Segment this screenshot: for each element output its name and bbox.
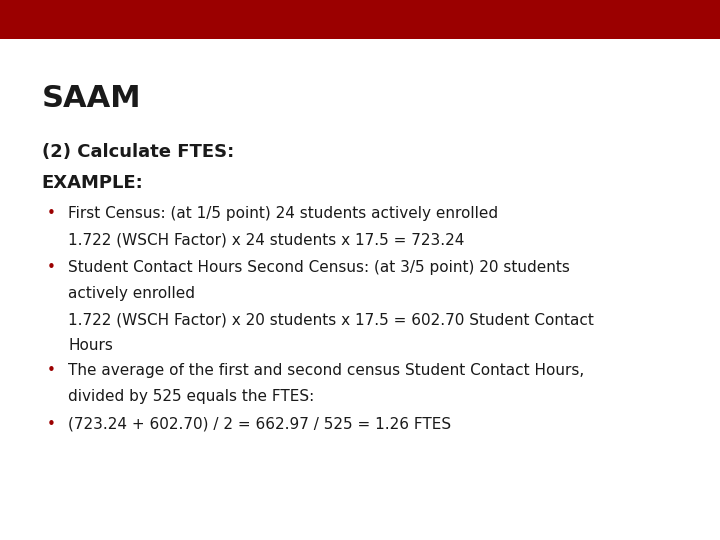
Text: •: •: [47, 417, 55, 432]
Text: SAAM: SAAM: [42, 84, 141, 113]
Bar: [0, 0, 720, 39]
Text: EXAMPLE:: EXAMPLE:: [42, 174, 143, 192]
Text: Student Contact Hours Second Census: (at 3/5 point) 20 students: Student Contact Hours Second Census: (at…: [68, 260, 570, 275]
Text: The average of the first and second census Student Contact Hours,: The average of the first and second cens…: [68, 363, 585, 378]
Text: 1.722 (WSCH Factor) x 24 students x 17.5 = 723.24: 1.722 (WSCH Factor) x 24 students x 17.5…: [68, 232, 465, 247]
Text: (2) Calculate FTES:: (2) Calculate FTES:: [42, 143, 234, 161]
Text: Hours: Hours: [68, 338, 113, 353]
Text: First Census: (at 1/5 point) 24 students actively enrolled: First Census: (at 1/5 point) 24 students…: [68, 206, 498, 221]
Text: •: •: [47, 260, 55, 275]
Text: divided by 525 equals the FTES:: divided by 525 equals the FTES:: [68, 389, 315, 404]
Text: •: •: [47, 363, 55, 378]
Text: actively enrolled: actively enrolled: [68, 286, 195, 301]
Text: •: •: [47, 206, 55, 221]
Text: 1.722 (WSCH Factor) x 20 students x 17.5 = 602.70 Student Contact: 1.722 (WSCH Factor) x 20 students x 17.5…: [68, 312, 594, 327]
Text: (723.24 + 602.70) / 2 = 662.97 / 525 = 1.26 FTES: (723.24 + 602.70) / 2 = 662.97 / 525 = 1…: [68, 417, 451, 432]
